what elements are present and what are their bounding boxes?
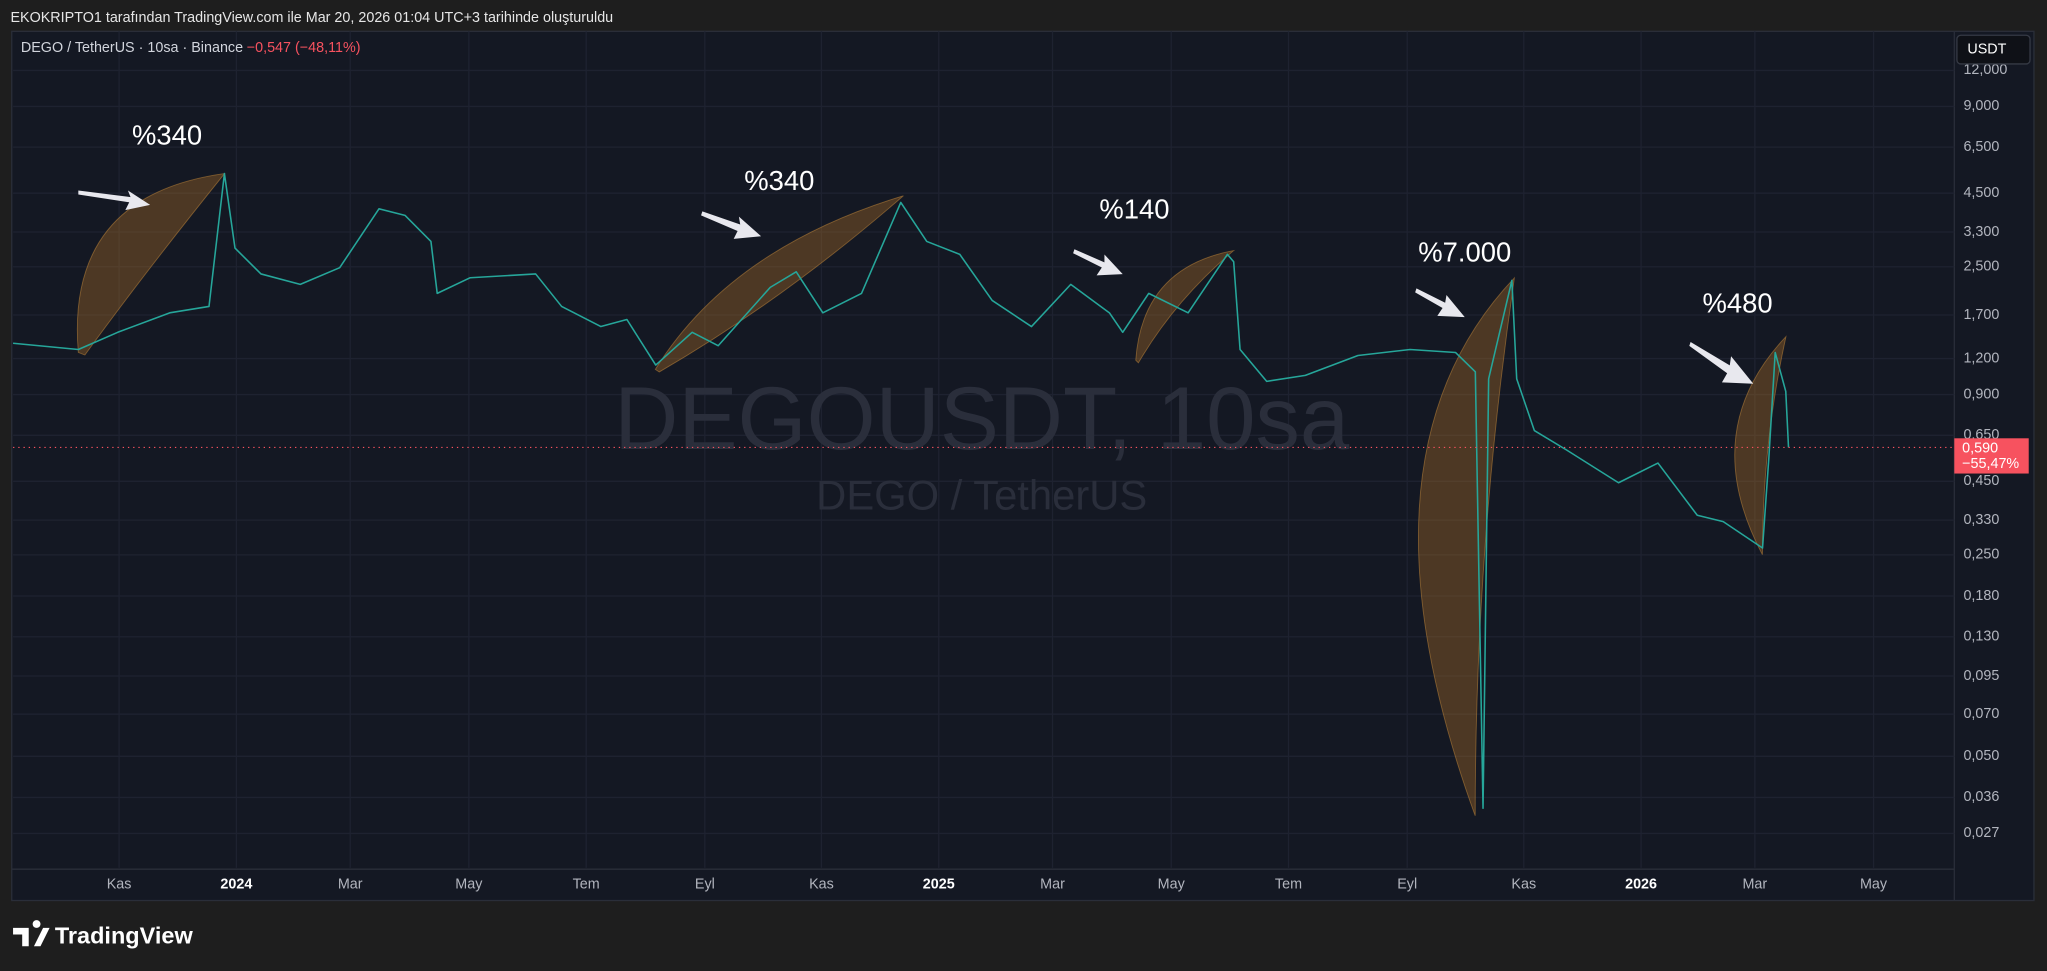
x-tick-label: 2026 [1625,877,1657,893]
arrows [78,190,1754,384]
y-tick-label: 0,036 [1963,789,1999,805]
highlight [1135,249,1236,364]
y-tick-label: 4,500 [1963,185,1999,201]
x-tick-label: Tem [1275,877,1302,893]
y-tick-label: 0,900 [1963,386,1999,402]
y-tick-label: 0,330 [1963,512,1999,528]
watermark-subtitle: DEGO / TetherUS [816,472,1147,519]
x-tick-label: Kas [809,877,834,893]
arrow [78,190,151,211]
y-tick-label: 0,070 [1963,706,1999,722]
logo: TradingView [13,920,193,948]
y-tick-label: 3,300 [1963,224,1999,240]
currency-button[interactable] [1956,34,2031,65]
logo-text: TradingView [55,922,194,948]
y-tick-label: 0,095 [1963,668,1999,684]
logo-icon [13,920,50,947]
arrow [1415,288,1465,318]
x-tick-label: May [1860,877,1888,893]
x-tick-label: Mar [338,877,363,893]
x-tick-label: Mar [1742,877,1767,893]
y-tick-label: 0,050 [1963,748,1999,764]
annotation: %140 [1099,194,1169,225]
x-tick-label: May [455,877,483,893]
x-tick-label: 2025 [923,877,955,893]
grid: Kas 2024 Mar May Tem Eyl Kas 2025 Mar May Tem Eyl Ka… [13,31,2007,893]
x-tick-label: Kas [107,877,132,893]
chart-pane [11,30,2035,902]
watermark: DEGOUSDT, 10sa [614,369,1350,468]
annotation: %340 [132,119,202,150]
x-tick-label: Eyl [1397,877,1417,893]
y-tick-label: 12,000 [1963,62,2007,78]
arrow [1073,249,1123,276]
highlight [654,195,904,373]
y-tick-label: 0,250 [1963,547,1999,563]
x-tick-label: Eyl [695,877,715,893]
last-price-label: 0,590 [1962,441,1998,457]
x-tick-label: May [1158,877,1186,893]
symbol-legend: DEGO / TetherUS · 10sa · Binance [21,40,243,56]
y-tick-label: 0,027 [1963,825,1999,841]
y-tick-label: 1,200 [1963,350,1999,366]
arrow [701,211,762,239]
x-tick-label: Mar [1040,877,1065,893]
currency-label[interactable]: USDT [1967,41,2006,57]
header: EKOKRIPTO1 tarafından TradingView.com il… [10,10,613,26]
x-tick-label: 2024 [220,877,252,893]
y-tick-label: 2,500 [1963,259,1999,275]
change-legend: −0,547 (−48,11%) [247,40,361,56]
last-change-label: −55,47% [1962,456,2019,472]
annotation: %480 [1703,288,1773,319]
annotation: %340 [744,165,814,196]
annotations: %340 %340 %140 %7.000 %480 [132,119,1773,318]
y-tick-label: 0,450 [1963,473,1999,489]
annotation: %7.000 [1418,237,1511,268]
y-tick-label: 9,000 [1963,98,1999,114]
y-tick-label: 6,500 [1963,139,1999,155]
plot: 0,590−55,47% [12,172,2029,810]
highlights [76,172,1787,816]
arrow [1689,341,1754,384]
x-tick-label: Kas [1511,877,1536,893]
price-line [12,172,1790,810]
last-price-box [1954,438,2029,474]
x-tick-label: Tem [573,877,600,893]
y-tick-label: 0,130 [1963,629,1999,645]
y-tick-label: 1,700 [1963,307,1999,323]
y-tick-label: 0,180 [1963,588,1999,604]
